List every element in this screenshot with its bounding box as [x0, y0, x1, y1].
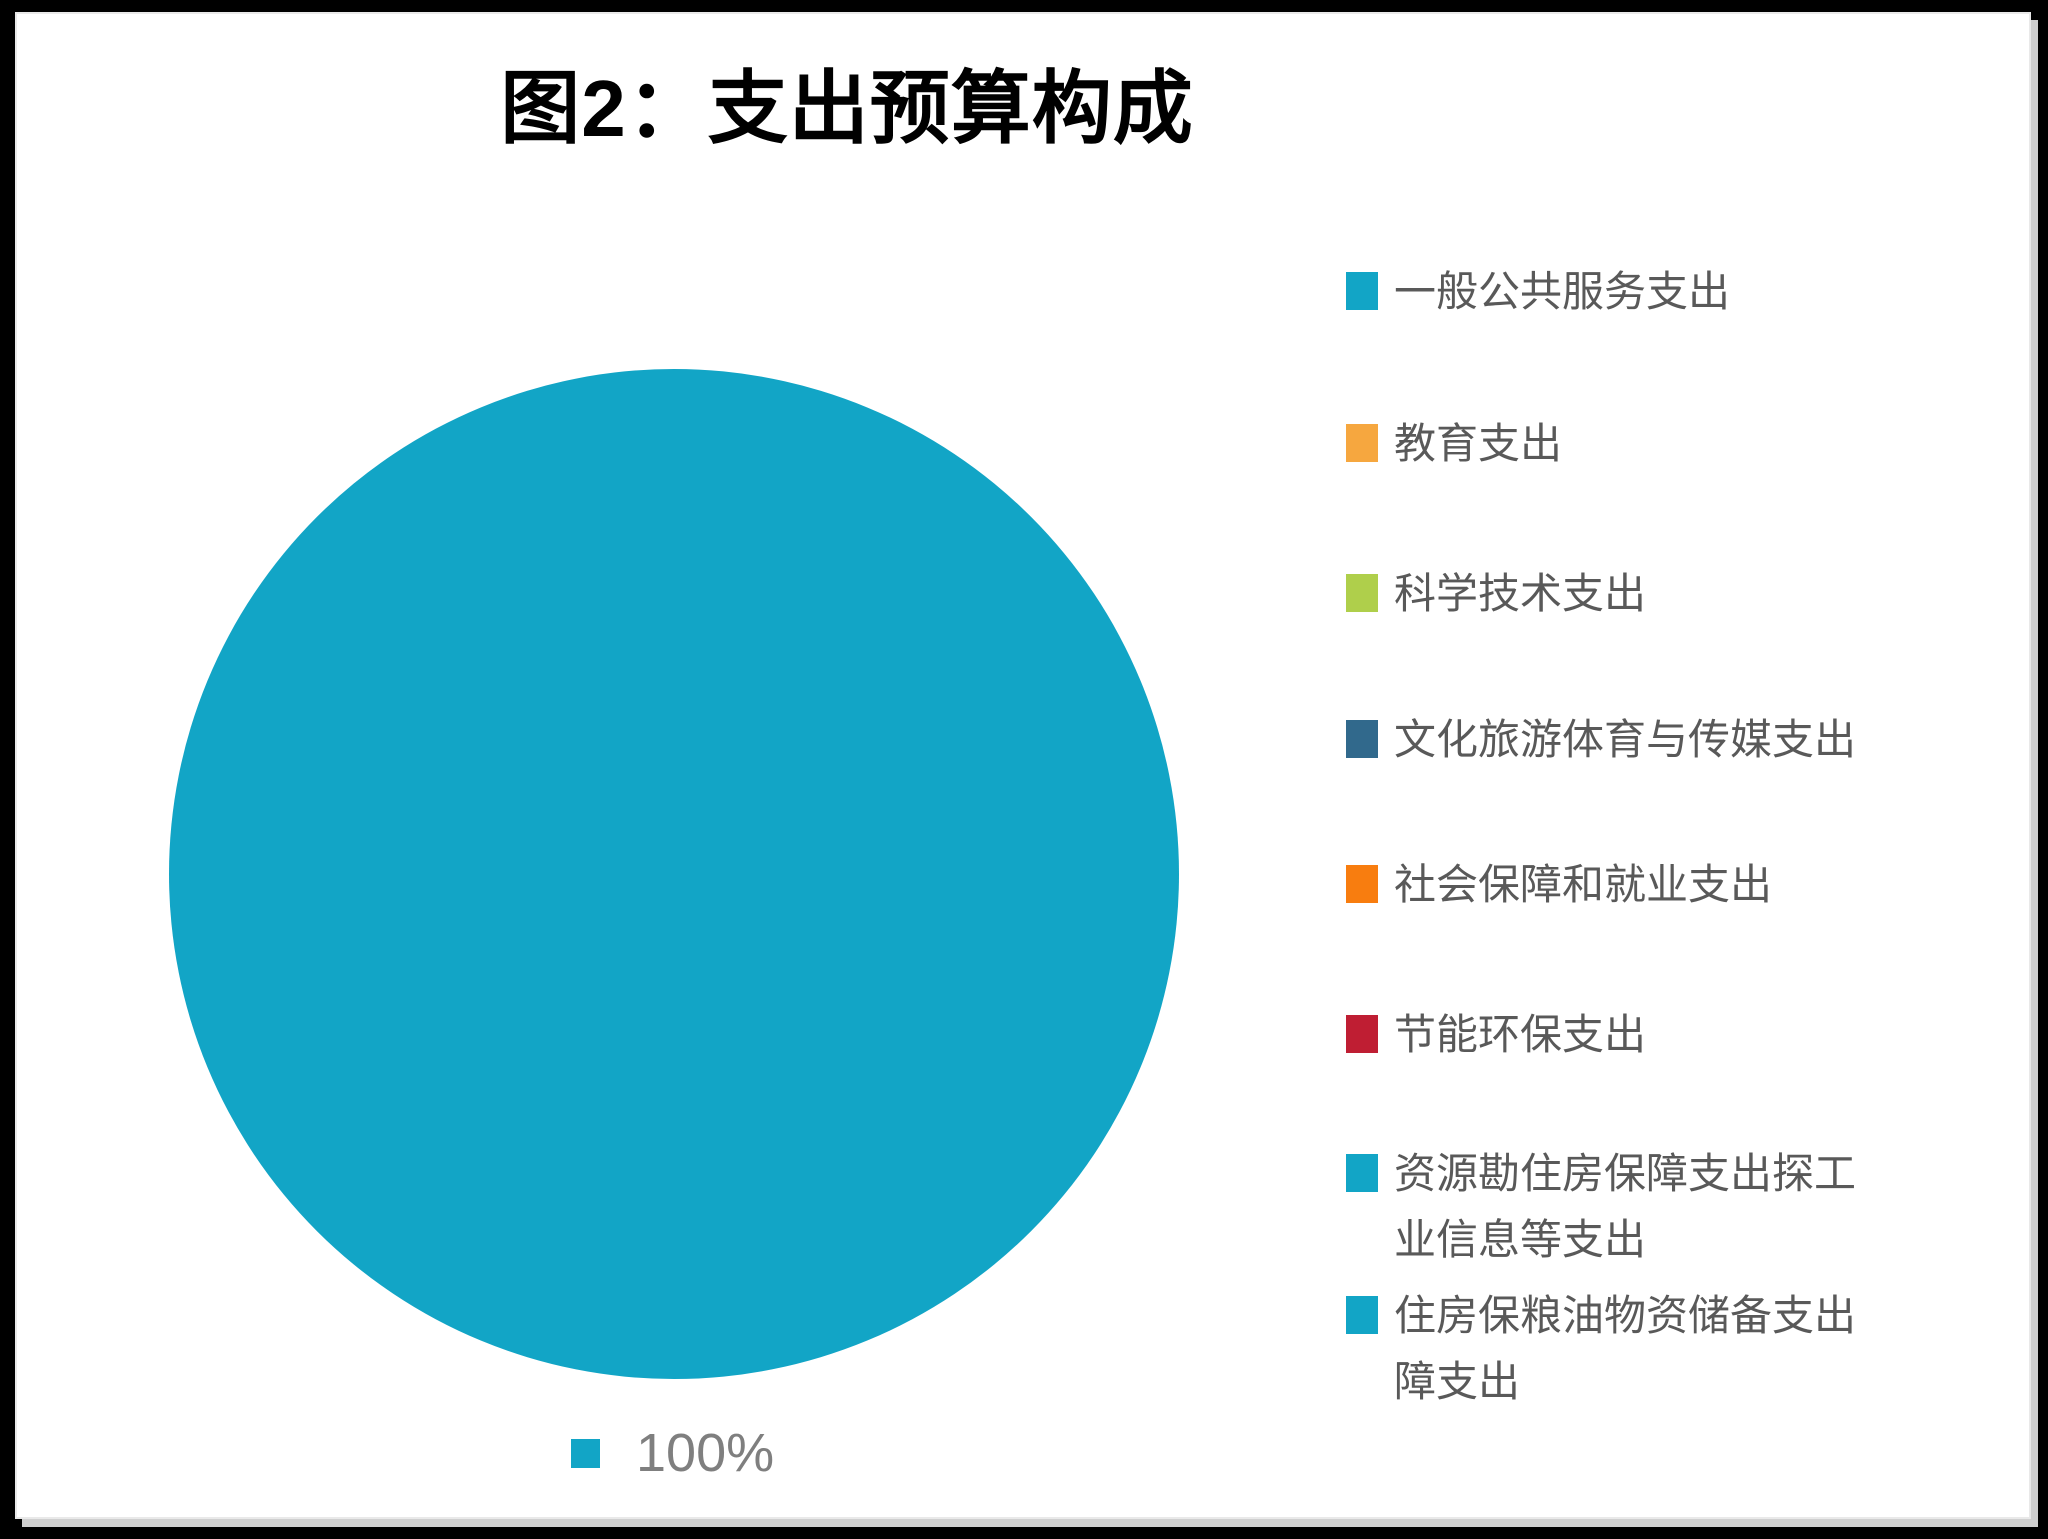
- legend-label: 节能环保支出: [1394, 1011, 1647, 1058]
- legend-label: 教育支出: [1394, 420, 1563, 467]
- legend-swatch-icon: [1346, 720, 1378, 758]
- legend-item[interactable]: 住房保粮油物资储备支出 障支出: [1346, 1283, 1856, 1415]
- chart-canvas: 图2：支出预算构成 一般公共服务支出 教育支出 科学技术支出 文化旅游体育与传媒…: [15, 12, 2031, 1519]
- legend-label: 资源勘住房保障支出探工 业信息等支出: [1394, 1150, 1857, 1263]
- legend-label: 文化旅游体育与传媒支出: [1394, 716, 1857, 763]
- legend-label: 一般公共服务支出: [1394, 268, 1731, 315]
- legend-item[interactable]: 社会保障和就业支出: [1346, 852, 1772, 918]
- legend: 一般公共服务支出 教育支出 科学技术支出 文化旅游体育与传媒支出 社会保障和就业…: [17, 14, 2029, 1517]
- chart-title: 图2：支出预算构成: [500, 64, 1194, 153]
- data-label-text: 100%: [636, 1423, 775, 1483]
- legend-swatch-icon: [1346, 1015, 1378, 1053]
- legend-label: 住房保粮油物资储备支出 障支出: [1394, 1292, 1857, 1405]
- legend-item[interactable]: 资源勘住房保障支出探工 业信息等支出: [1346, 1141, 1856, 1273]
- legend-item[interactable]: 节能环保支出: [1346, 1002, 1646, 1068]
- legend-item[interactable]: 科学技术支出: [1346, 561, 1646, 627]
- legend-item[interactable]: 教育支出: [1346, 411, 1562, 477]
- data-label-swatch-icon: [571, 1438, 600, 1468]
- legend-swatch-icon: [1346, 865, 1378, 903]
- pie-data-label: 100%: [571, 1426, 774, 1480]
- legend-item[interactable]: 一般公共服务支出: [1346, 259, 1730, 325]
- legend-item[interactable]: 文化旅游体育与传媒支出: [1346, 707, 1856, 773]
- legend-swatch-icon: [1346, 1154, 1378, 1192]
- pie-slice[interactable]: [169, 369, 1179, 1379]
- legend-swatch-icon: [1346, 272, 1378, 310]
- legend-swatch-icon: [1346, 1296, 1378, 1334]
- legend-label: 科学技术支出: [1394, 570, 1647, 617]
- legend-label: 社会保障和就业支出: [1394, 861, 1773, 908]
- legend-swatch-icon: [1346, 424, 1378, 462]
- legend-swatch-icon: [1346, 574, 1378, 612]
